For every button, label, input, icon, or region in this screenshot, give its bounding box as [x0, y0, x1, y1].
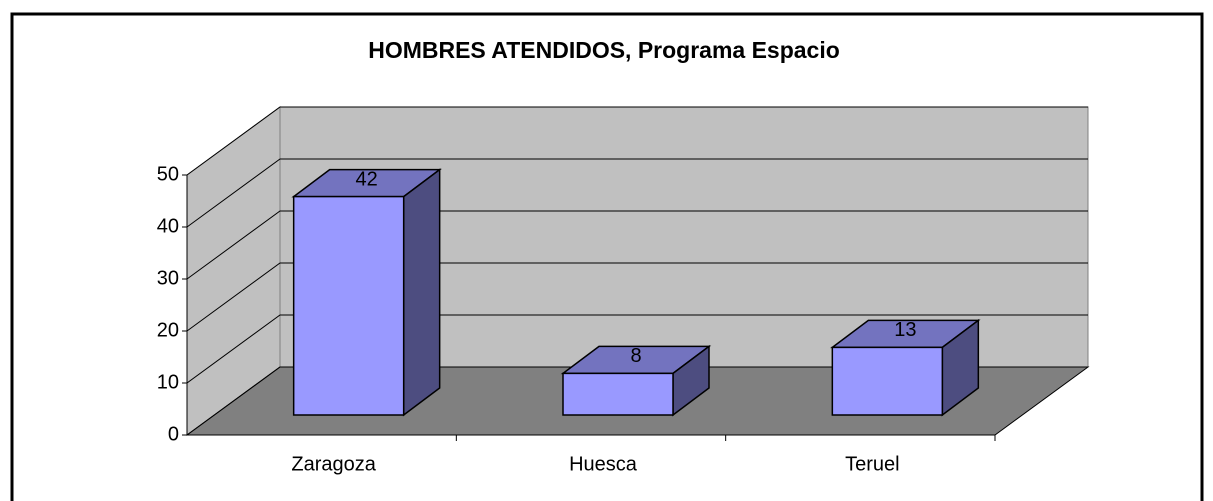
- x-tick-label: Huesca: [569, 453, 638, 475]
- y-tick-label: 50: [157, 163, 179, 185]
- chart-title: HOMBRES ATENDIDOS, Programa Espacio: [368, 37, 840, 63]
- bar-side: [402, 168, 441, 417]
- grid-line: [186, 314, 1088, 384]
- x-tick-label: Teruel: [845, 453, 899, 475]
- value-label: 42: [356, 168, 378, 190]
- bar: [831, 346, 944, 416]
- y-tick-label: 30: [157, 267, 179, 289]
- grid-line: [186, 158, 1088, 228]
- bar: [562, 372, 674, 416]
- y-tick-label: 0: [168, 423, 179, 445]
- value-label: 8: [630, 345, 641, 367]
- grid-line: [186, 210, 1088, 280]
- y-tick-label: 20: [157, 319, 179, 341]
- grid-line: [186, 262, 1088, 332]
- grid-line: [186, 366, 1088, 436]
- y-tick-label: 40: [157, 215, 179, 237]
- y-tick-label: 10: [157, 371, 179, 393]
- value-label: 13: [894, 319, 916, 341]
- grid-line: [186, 106, 1088, 176]
- x-tick-label: Zaragoza: [291, 453, 376, 475]
- bar: [292, 195, 405, 416]
